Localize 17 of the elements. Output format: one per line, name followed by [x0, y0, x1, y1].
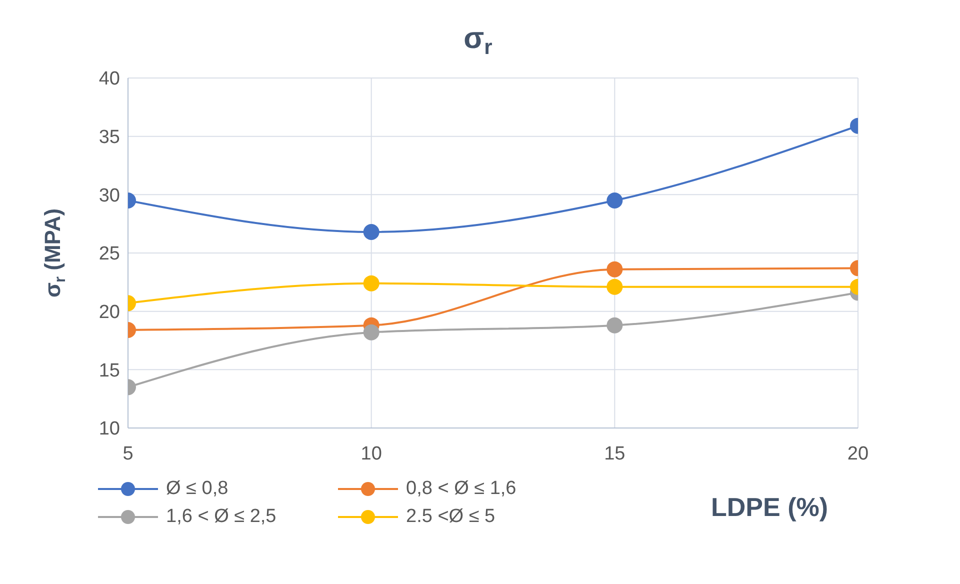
legend-label: Ø ≤ 0,8 — [166, 478, 228, 500]
y-tick-label: 10 — [98, 418, 120, 440]
legend-label: 2.5 <Ø ≤ 5 — [406, 506, 496, 528]
y-tick-label: 20 — [98, 302, 120, 324]
y-tick-label: 40 — [98, 68, 120, 90]
x-tick-label: 20 — [847, 443, 869, 464]
x-tick-label: 10 — [360, 443, 382, 464]
chart-title: σ$_{r}$ — [464, 22, 492, 60]
x-tick-label: 5 — [122, 443, 134, 464]
y-tick-label: 15 — [98, 360, 120, 382]
legend-label: 0,8 < Ø ≤ 1,6 — [406, 478, 516, 500]
legend-label: 1,6 < Ø ≤ 2,5 — [166, 506, 276, 528]
y-tick-label: 30 — [98, 185, 120, 206]
x-tick-label: 15 — [604, 443, 626, 464]
x-axis-title: LDPE (%) — [711, 492, 828, 523]
y-tick-label: 35 — [98, 127, 120, 148]
y-tick-label: 25 — [98, 244, 120, 265]
